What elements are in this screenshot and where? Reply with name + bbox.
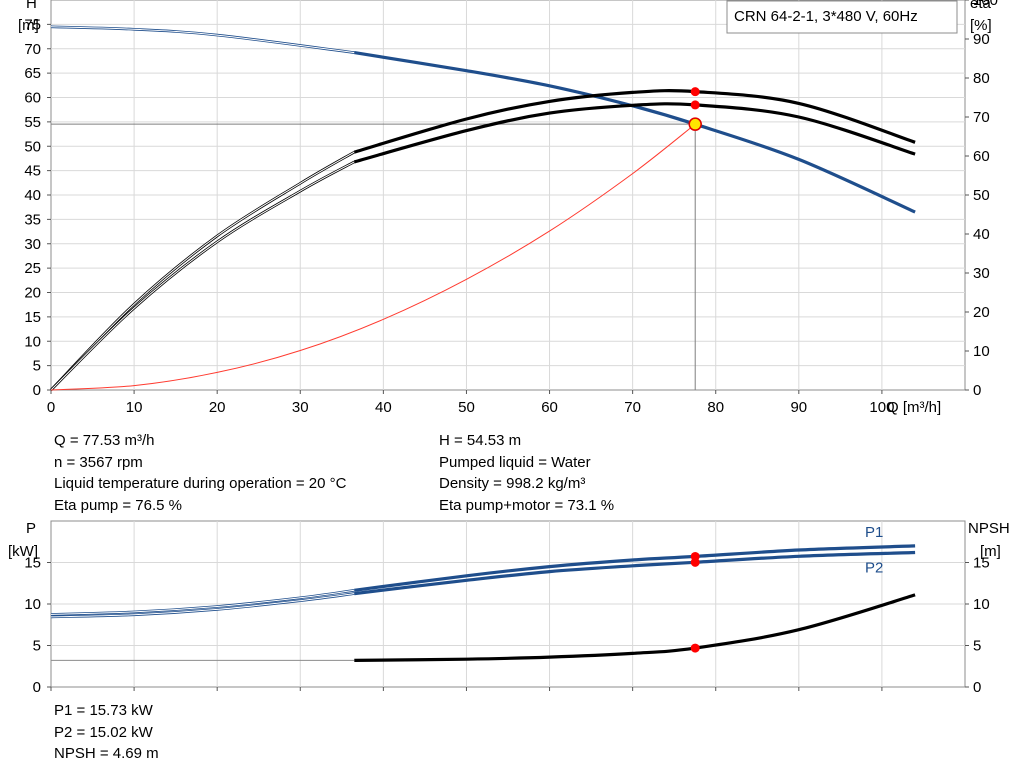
- p2-duty-marker: [690, 557, 700, 567]
- panel1-x-tick-label: 50: [458, 399, 475, 416]
- duty-point-marker: [688, 117, 702, 131]
- head-readout: H = 54.53 m: [439, 432, 522, 449]
- panel1-left-tick-label: 50: [24, 138, 41, 155]
- eta-pump+motor-curve-thick: [353, 102, 916, 164]
- panel2-right-axis-label: NPSH: [968, 520, 1010, 537]
- panel1-left-tick-label: 45: [24, 163, 41, 180]
- panel2-right-tick-label: 0: [973, 679, 981, 696]
- npsh-duty-marker: [690, 643, 700, 653]
- npsh-readout: NPSH = 4.69 m: [54, 745, 159, 762]
- panel1-x-tick-label: 100: [869, 399, 894, 416]
- panel1-right-tick-label: 80: [973, 70, 990, 87]
- p2-readout: P2 = 15.02 kW: [54, 723, 153, 741]
- eta-pump-curve-thick: [353, 89, 916, 154]
- panel1-x-tick-label: 40: [375, 399, 392, 416]
- H-curve-thin-core: [50, 26, 355, 54]
- panel1-left-tick-label: 70: [24, 41, 41, 58]
- pump-performance-chart: 0510152025303540455055606570750102030405…: [8, 0, 1010, 696]
- duty-readout-right: H = 54.53 m Pumped liquid = Water Densit…: [439, 430, 614, 516]
- panel2-left-tick-label: 15: [24, 555, 41, 572]
- panel1-left-tick-label: 35: [24, 211, 41, 228]
- panel1-right-tick-label: 40: [973, 226, 990, 243]
- panel1-left-tick-label: 60: [24, 90, 41, 107]
- panel2-left-axis-unit: [kW]: [8, 543, 38, 560]
- system-curve-line: [50, 123, 696, 391]
- npsh-curve-thick: [354, 593, 916, 662]
- panel2-right-tick-label: 5: [973, 638, 981, 655]
- panel1-right-axis-label: eta: [970, 0, 992, 12]
- panel1-right-axis-unit: [%]: [970, 17, 992, 34]
- chart-title-box: [726, 0, 958, 34]
- speed-readout: n = 3567 rpm: [54, 453, 143, 471]
- panel1-right-tick-label: 10: [973, 343, 990, 360]
- panel1-left-tick-label: 20: [24, 285, 41, 302]
- panel1-left-tick-label: 25: [24, 260, 41, 277]
- eta-pump+motor-duty-marker: [690, 100, 700, 110]
- power-readout: P1 = 15.73 kW P2 = 15.02 kW NPSH = 4.69 …: [54, 700, 159, 765]
- panel1-left-tick-label: 40: [24, 187, 41, 204]
- panel1-right-tick-label: 70: [973, 109, 990, 126]
- panel1-left-tick-label: 30: [24, 236, 41, 253]
- panel1-x-axis-label: Q [m³/h]: [887, 399, 941, 416]
- panel1-right-tick-label: 50: [973, 187, 990, 204]
- flow-readout: Q = 77.53 m³/h: [54, 432, 155, 449]
- panel1-right-tick-label: 30: [973, 265, 990, 282]
- eta-pump-readout: Eta pump = 76.5 %: [54, 496, 182, 514]
- eta-pump-motor-readout: Eta pump+motor = 73.1 %: [439, 496, 615, 514]
- panel2-right-axis-unit: [m]: [980, 543, 1001, 560]
- p1-series-label: P1: [865, 524, 883, 541]
- panel1-x-tick-label: 70: [624, 399, 641, 416]
- duty-readout-left: Q = 77.53 m³/h n = 3567 rpm Liquid tempe…: [54, 430, 346, 516]
- eta-pump-duty-marker: [690, 87, 700, 97]
- panel1-left-axis-unit: [m]: [18, 17, 39, 34]
- panel2-left-tick-label: 5: [33, 638, 41, 655]
- eta-pump+motor-curve-thin-core: [50, 161, 355, 391]
- panel1-left-tick-label: 10: [24, 333, 41, 350]
- panel1-x-tick-label: 80: [707, 399, 724, 416]
- p1-readout: P1 = 15.73 kW: [54, 702, 153, 719]
- panel1-left-tick-label: 65: [24, 65, 41, 82]
- panel1-right-tick-label: 0: [973, 382, 981, 399]
- panel1-left-axis-label: H: [26, 0, 37, 12]
- panel1-right-tick-label: 90: [973, 31, 990, 48]
- panel1-left-tick-label: 15: [24, 309, 41, 326]
- panel1-left-tick-label: 5: [33, 358, 41, 375]
- panel1-x-tick-label: 20: [209, 399, 226, 416]
- panel1-right-tick-label: 60: [973, 148, 990, 165]
- p2-series-label: P2: [865, 560, 883, 577]
- panel2-left-tick-label: 0: [33, 679, 41, 696]
- panel1-x-tick-label: 30: [292, 399, 309, 416]
- p1-curve-thin-core: [50, 589, 355, 615]
- chart-title: CRN 64-2-1, 3*480 V, 60Hz: [734, 8, 918, 25]
- panel1-x-tick-label: 60: [541, 399, 558, 416]
- panel1-left-tick-label: 75: [24, 16, 41, 33]
- pumped-liquid-readout: Pumped liquid = Water: [439, 453, 591, 471]
- p1-curve-thick: [354, 544, 916, 592]
- panel1-right-tick-label: 100: [973, 0, 998, 9]
- panel2-left-tick-label: 10: [24, 596, 41, 613]
- panel2-left-axis-label: P: [26, 520, 36, 537]
- panel2-right-tick-label: 15: [973, 555, 990, 572]
- density-readout: Density = 998.2 kg/m³: [439, 475, 586, 492]
- panel1-left-tick-label: 0: [33, 382, 41, 399]
- panel1-left-tick-label: 55: [24, 114, 41, 131]
- eta-pump-curve-thin-core: [50, 151, 355, 391]
- panel1-x-tick-label: 10: [126, 399, 143, 416]
- p2-curve-thin-core: [50, 593, 355, 618]
- liquid-temperature-readout: Liquid temperature during operation = 20…: [54, 475, 347, 492]
- panel1-x-tick-label: 90: [790, 399, 807, 416]
- panel1-x-tick-label: 0: [47, 399, 55, 416]
- panel2-right-tick-label: 10: [973, 596, 990, 613]
- panel1-right-tick-label: 20: [973, 304, 990, 321]
- p2-curve-thick: [354, 550, 916, 596]
